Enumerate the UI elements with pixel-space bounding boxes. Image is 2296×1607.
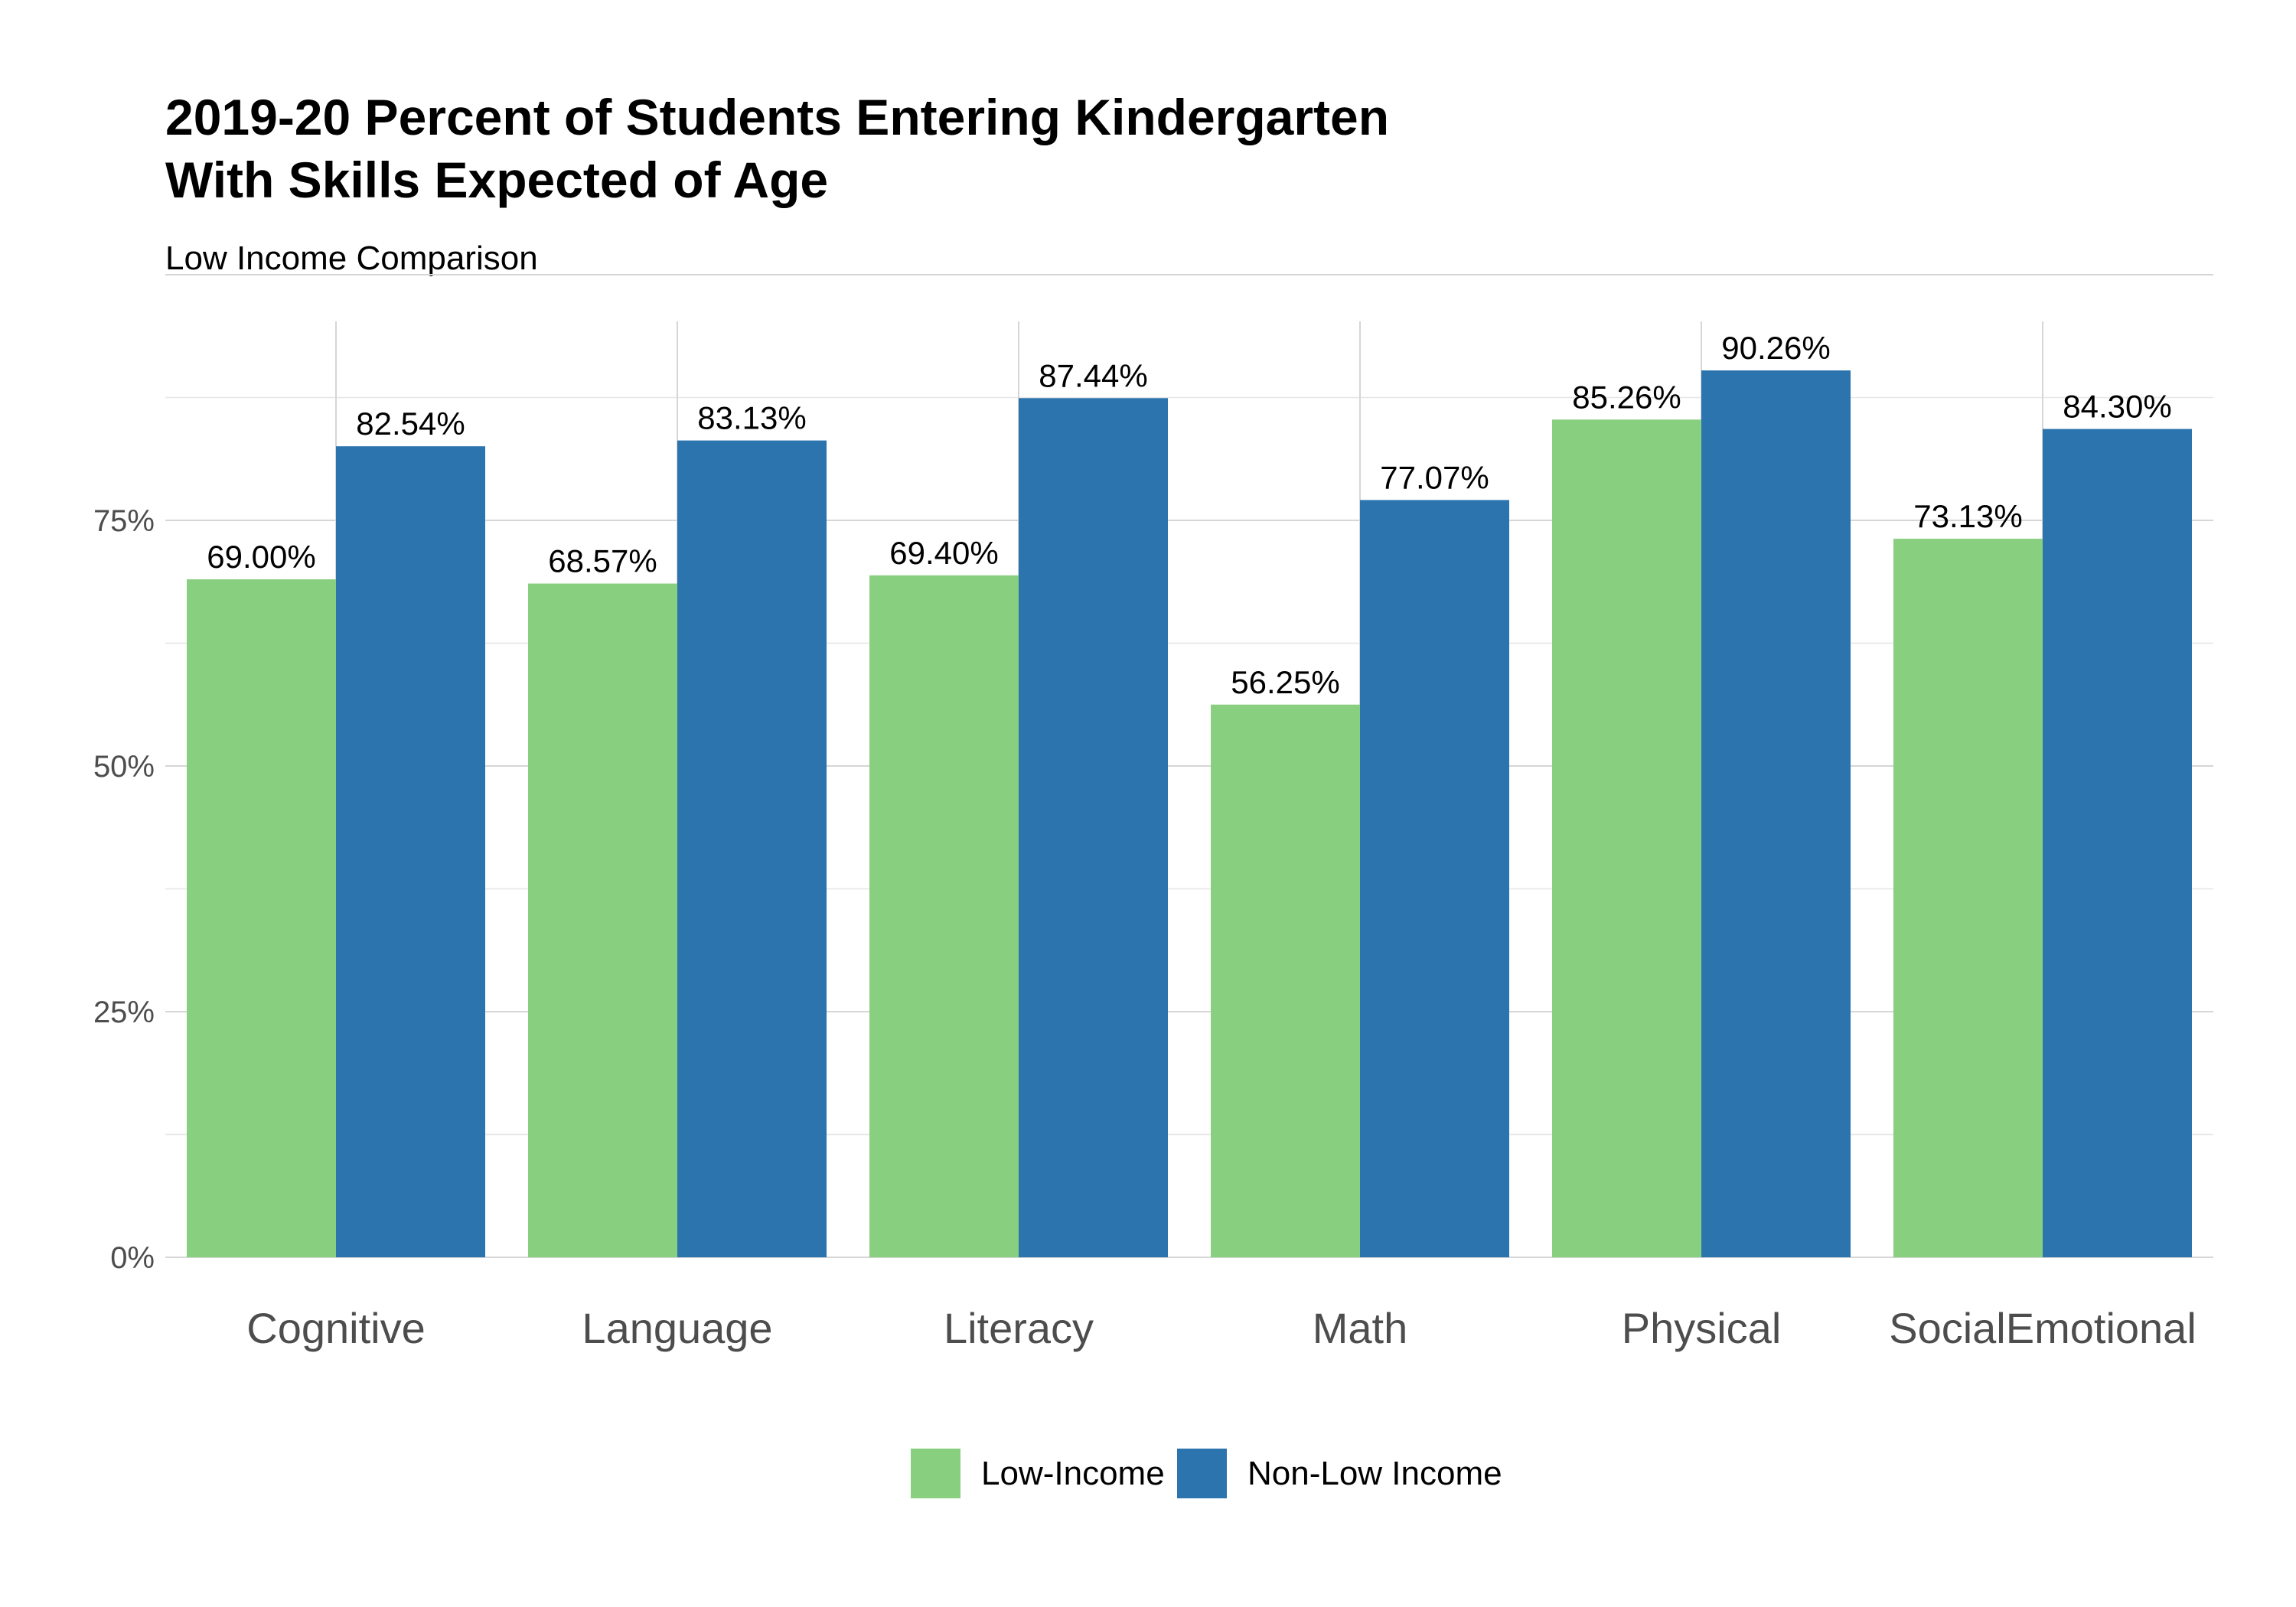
- x-axis-ticks: Cognitive Language Literacy Math Physical Soc…: [246, 1304, 2197, 1352]
- bar-non-low-income: [1019, 398, 1168, 1257]
- bar-low-income: [1552, 419, 1701, 1257]
- bar-non-low-income: [1701, 370, 1851, 1257]
- y-tick-label: 25%: [93, 996, 155, 1029]
- data-label: 84.30%: [2063, 389, 2171, 425]
- x-tick-label: SocialEmotional: [1889, 1304, 2197, 1352]
- x-tick-label: Language: [582, 1304, 772, 1352]
- legend-swatch-low-income: [911, 1449, 960, 1498]
- bar-non-low-income: [1360, 500, 1509, 1257]
- x-tick-label: Physical: [1622, 1304, 1782, 1352]
- data-label: 77.07%: [1380, 459, 1489, 495]
- x-tick-label: Cognitive: [246, 1304, 425, 1352]
- data-label: 90.26%: [1721, 330, 1830, 366]
- bar-low-income: [869, 575, 1019, 1257]
- chart-title-line-1: 2019-20 Percent of Students Entering Kin…: [165, 89, 1389, 145]
- chart-title-line-2: With Skills Expected of Age: [165, 152, 828, 208]
- data-label: 68.57%: [548, 543, 657, 579]
- legend: Low-Income Non-Low Income: [911, 1449, 1502, 1498]
- bar-non-low-income: [336, 446, 485, 1257]
- legend-label-low-income: Low-Income: [981, 1455, 1165, 1492]
- data-label: 85.26%: [1572, 379, 1681, 415]
- bar-low-income: [528, 583, 677, 1257]
- bar-non-low-income: [2043, 429, 2192, 1257]
- data-label: 82.54%: [356, 406, 465, 442]
- y-tick-label: 75%: [93, 504, 155, 538]
- data-label: 87.44%: [1039, 357, 1147, 393]
- x-tick-label: Math: [1313, 1304, 1408, 1352]
- y-axis-ticks: 0% 25% 50% 75%: [93, 504, 155, 1275]
- bar-low-income: [1893, 539, 2043, 1257]
- bars: [187, 370, 2192, 1257]
- data-label: 83.13%: [697, 400, 806, 436]
- data-labels: 69.00% 68.57% 69.40% 56.25% 85.26% 73.13% 82.5…: [207, 330, 2171, 700]
- y-tick-label: 50%: [93, 750, 155, 784]
- data-label: 73.13%: [1913, 498, 2022, 534]
- bar-low-income: [1211, 704, 1360, 1257]
- data-label: 69.40%: [889, 535, 998, 571]
- bar-non-low-income: [677, 440, 827, 1257]
- legend-swatch-non-low-income: [1177, 1449, 1227, 1498]
- chart-subtitle: Low Income Comparison: [165, 240, 538, 277]
- bar-low-income: [187, 579, 336, 1257]
- x-tick-label: Literacy: [944, 1304, 1094, 1352]
- data-label: 69.00%: [207, 539, 315, 575]
- legend-label-non-low-income: Non-Low Income: [1247, 1455, 1502, 1492]
- y-tick-label: 0%: [110, 1241, 155, 1275]
- data-label: 56.25%: [1231, 664, 1339, 700]
